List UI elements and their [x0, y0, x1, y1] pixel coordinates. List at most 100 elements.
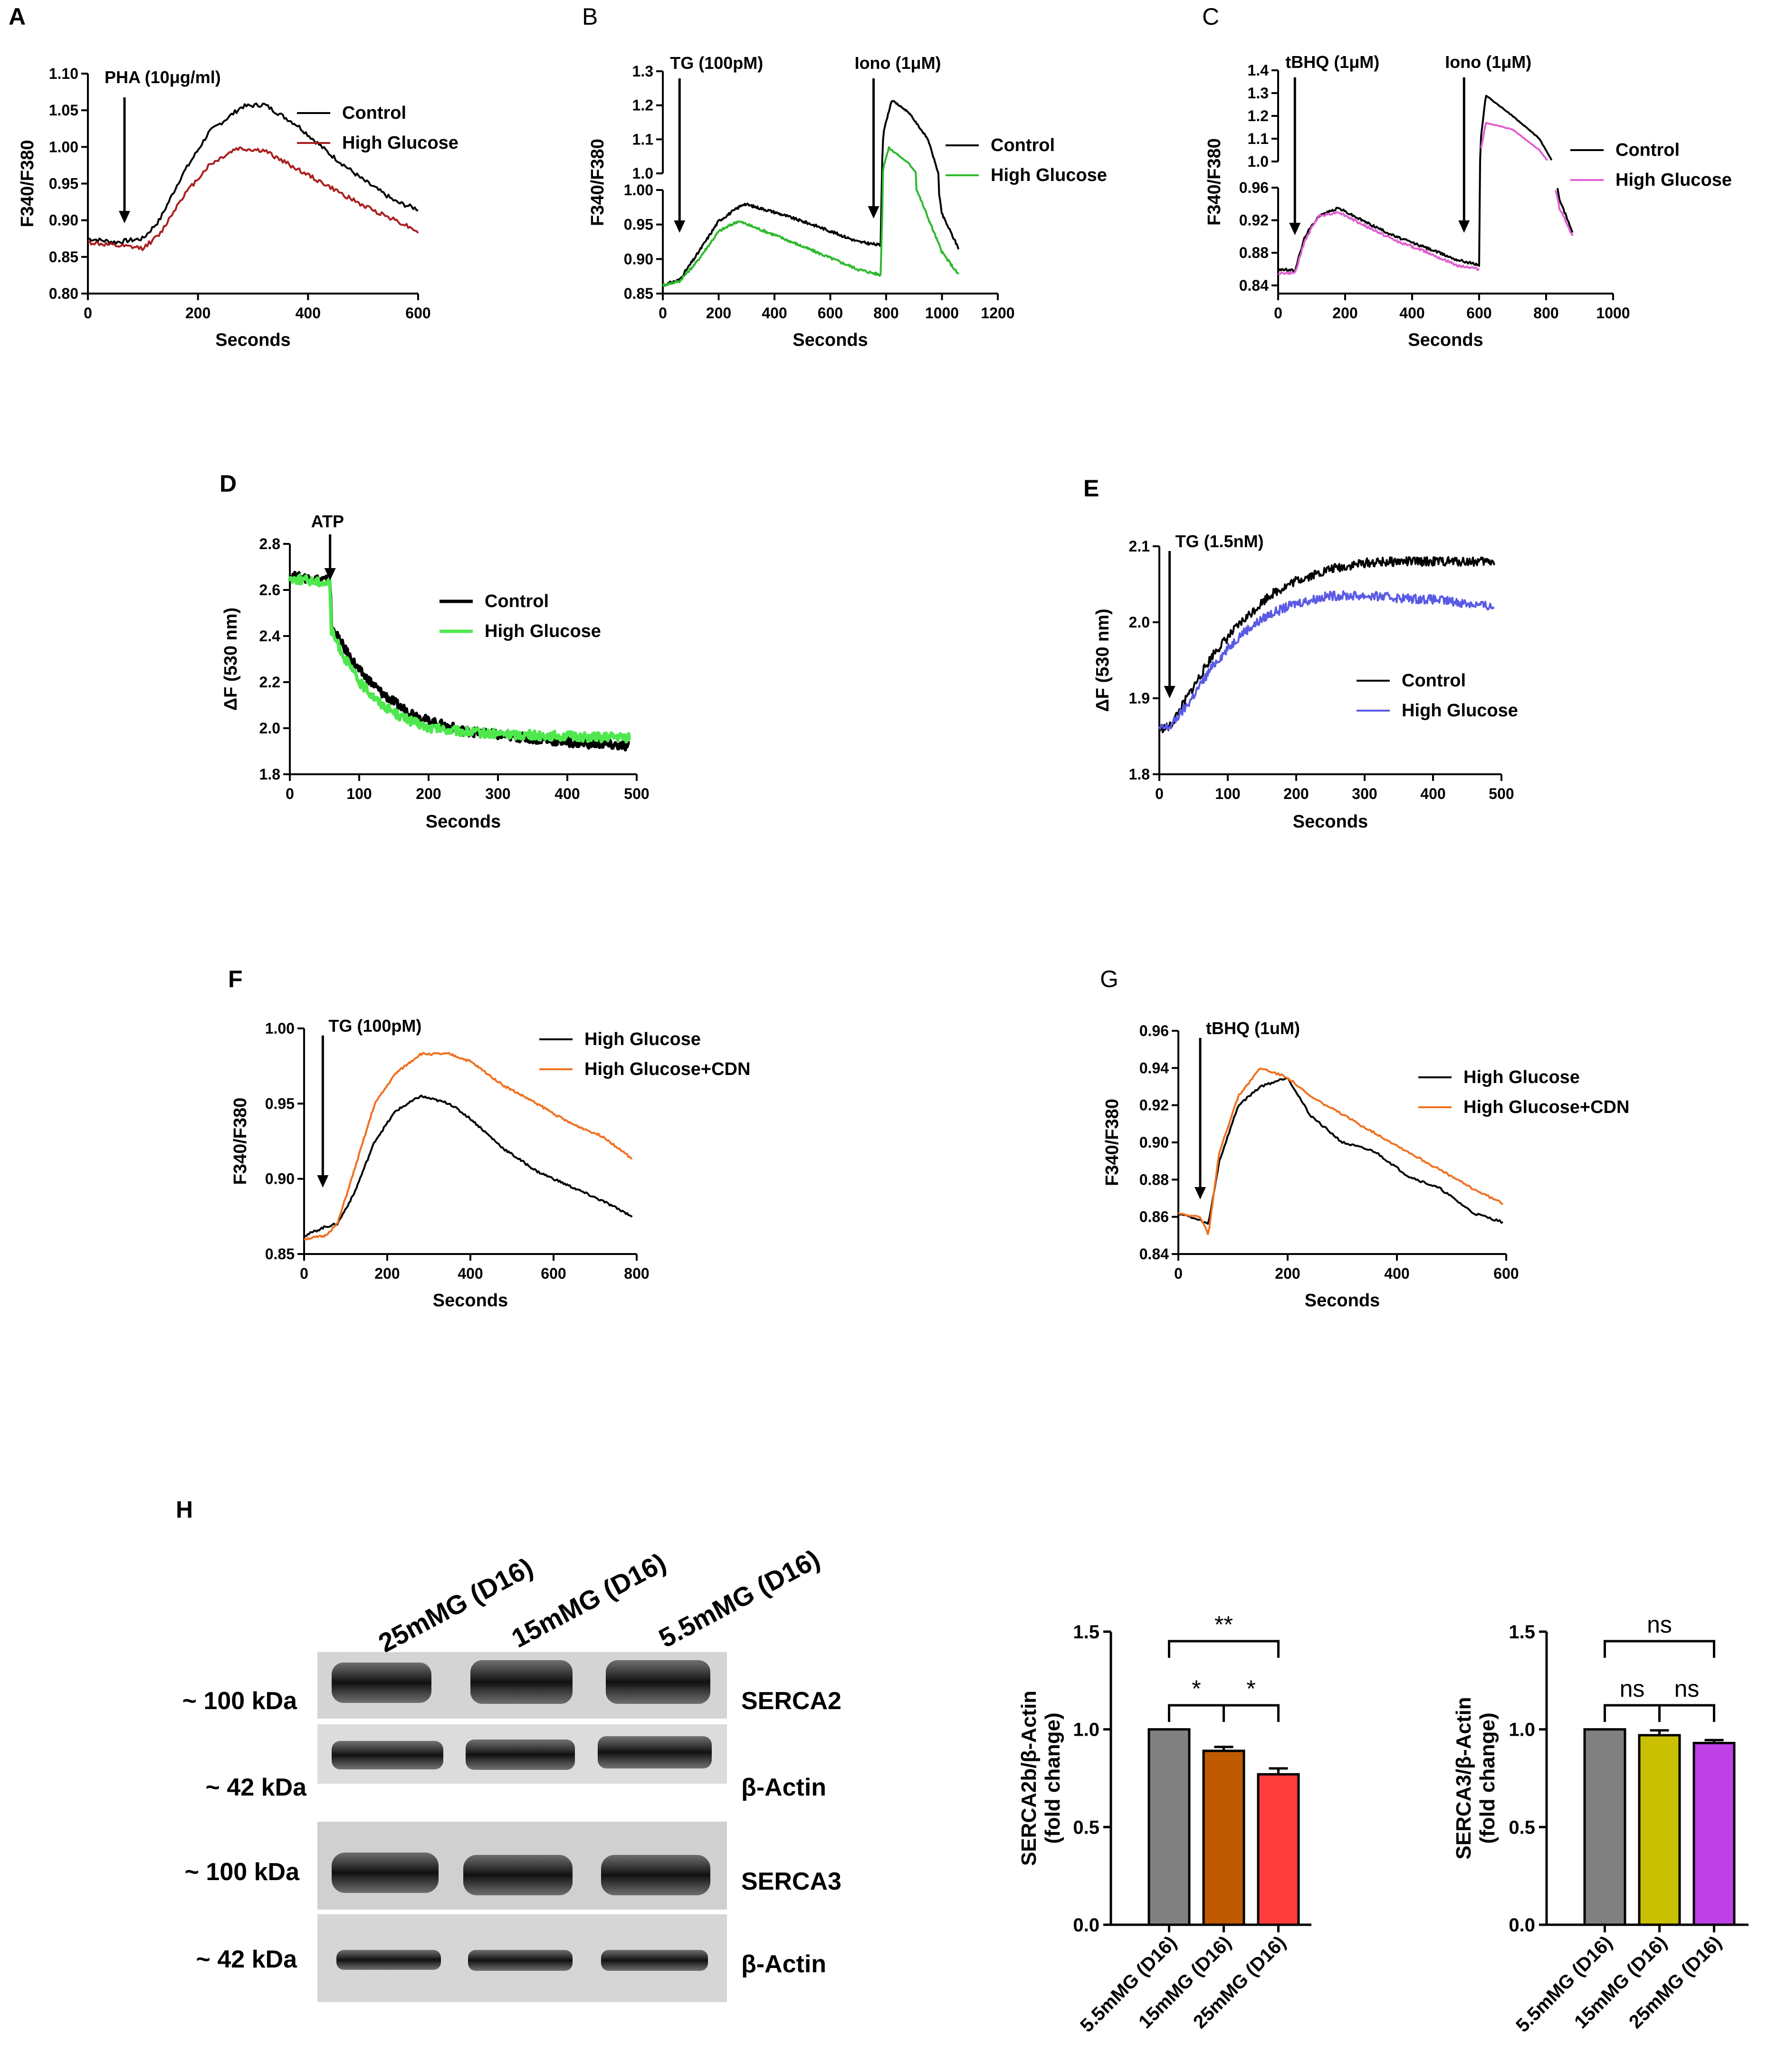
series-line — [662, 100, 960, 287]
bar — [1692, 1741, 1736, 1926]
x-tick-label: 0 — [1274, 304, 1282, 322]
y-tick-label: 1.9 — [1129, 690, 1150, 707]
x-tick-label: 600 — [818, 304, 843, 322]
size-label-serca3: ~ 100 kDa — [185, 1858, 300, 1886]
y-tick-label: 0.5 — [1509, 1817, 1535, 1838]
legend-label: High Glucose — [1615, 170, 1732, 190]
y-axis-label: SERCA2b/β-Actin(fold change) — [1017, 1691, 1064, 1866]
panel-letter-c: C — [1202, 3, 1219, 30]
panel-letter-e: E — [1083, 475, 1099, 502]
lane-label-2: 15mMG (D16) — [507, 1547, 671, 1654]
annotation-label: TG (100pM) — [328, 1016, 421, 1036]
panel-letter-b: B — [582, 3, 598, 30]
y-tick-label: 1.2 — [1248, 107, 1269, 124]
y-tick-label: 2.0 — [1129, 614, 1150, 631]
panel-letter-d: D — [220, 470, 237, 497]
y-axis-label: F340/F380 — [230, 1098, 250, 1185]
y-tick-label: 0.88 — [1239, 244, 1269, 261]
series-line — [87, 102, 419, 245]
western-blot: 25mMG (D16) 15mMG (D16) 5.5mMG (D16) ~ 1… — [182, 1544, 841, 2002]
x-tick-label: 100 — [346, 785, 372, 802]
legend-label: High Glucose+CDN — [1463, 1097, 1629, 1117]
bar — [1147, 1728, 1191, 1926]
x-tick-label: 1200 — [981, 304, 1014, 322]
band-serca3-lane1 — [332, 1853, 439, 1893]
y-tick-label: 0.85 — [265, 1245, 295, 1263]
x-tick-label: 100 — [1215, 785, 1240, 802]
legend-label: Control — [485, 591, 549, 611]
series-line — [1277, 95, 1574, 273]
x-tick-label: 600 — [405, 304, 430, 322]
legend-label: Control — [342, 103, 406, 123]
y-tick-label: 1.3 — [632, 63, 653, 80]
y-tick-label: 0.86 — [1139, 1208, 1169, 1226]
y-tick-label: 1.00 — [624, 181, 653, 199]
bar — [1257, 1773, 1300, 1926]
legend-label: High Glucose — [485, 621, 601, 641]
x-tick-label: 5.5mMG (D16) — [1512, 1932, 1616, 2036]
y-axis-label: SERCA3/β-Actin(fold change) — [1452, 1697, 1499, 1859]
lane-label-1: 25mMG (D16) — [373, 1552, 538, 1658]
chart-f: 0.85 0.90 0.95 1.00 0 200 400 600 800 Seconds F340… — [230, 1016, 750, 1311]
y-tick-label: 2.0 — [259, 720, 280, 737]
x-tick-label: 300 — [485, 785, 510, 802]
y-tick-label: 1.2 — [632, 97, 653, 114]
chart-a: 0.80 0.85 0.90 0.95 1.00 1.05 1.10 0 200 400 600 Se… — [18, 65, 459, 350]
x-tick-label: 600 — [1466, 304, 1491, 322]
bar — [1202, 1749, 1245, 1926]
x-tick-label: 500 — [1489, 785, 1514, 802]
series-line — [303, 1094, 633, 1238]
annotation-label: tBHQ (1μM) — [1285, 52, 1379, 72]
significance-bracket — [1604, 1640, 1715, 1658]
x-tick-label: 200 — [1283, 785, 1309, 802]
y-tick-label: 1.1 — [1248, 130, 1269, 147]
y-tick-label: 0.92 — [1239, 212, 1269, 229]
band-serca3-lane2 — [463, 1855, 573, 1895]
x-tick-label: 200 — [374, 1265, 400, 1282]
bar — [1583, 1728, 1626, 1926]
annotation-arrow-head — [324, 568, 336, 580]
x-tick-label: 0 — [1174, 1265, 1183, 1282]
y-tick-label: 0.95 — [624, 216, 653, 233]
lane-label-3: 5.5mMG (D16) — [654, 1544, 824, 1654]
x-tick-label: 500 — [624, 785, 649, 802]
x-tick-label: 25mMG (D16) — [1189, 1932, 1290, 2033]
y-tick-label: 0.92 — [1139, 1097, 1169, 1114]
x-tick-label: 400 — [1384, 1265, 1409, 1282]
annotation-label: TG (1.5nM) — [1175, 532, 1264, 551]
x-tick-label: 0 — [1155, 785, 1164, 802]
annotation-label: Iono (1μM) — [855, 53, 941, 73]
y-tick-label: 0.90 — [49, 212, 78, 229]
legend-label: High Glucose — [342, 133, 459, 153]
x-tick-label: 600 — [1493, 1265, 1519, 1282]
series-line — [288, 570, 631, 751]
y-tick-label: 1.0 — [632, 165, 653, 182]
x-tick-label: 5.5mMG (D16) — [1076, 1932, 1181, 2036]
x-tick-label: 1000 — [925, 304, 959, 322]
y-tick-label: 0.90 — [265, 1170, 295, 1188]
x-tick-label: 15mMG (D16) — [1570, 1932, 1671, 2033]
legend-label: High Glucose+CDN — [584, 1059, 750, 1079]
x-axis-label: Seconds — [426, 812, 501, 832]
y-tick-label: 2.4 — [259, 627, 281, 645]
y-tick-label: 1.0 — [1248, 153, 1269, 170]
legend-label: High Glucose — [1463, 1067, 1580, 1087]
annotation-arrow-head — [1195, 1187, 1206, 1199]
band-serca2-lane1 — [332, 1663, 431, 1703]
chart-h-serca3-bars: 0.0 0.5 1.0 1.5 SERCA3/β-Actin(fold change) 5… — [1452, 1611, 1749, 2036]
chart-d: 1.8 2.0 2.2 2.4 2.6 2.8 0 100 200 300 400 500 Second… — [221, 512, 650, 832]
x-axis-label: Seconds — [433, 1291, 508, 1311]
y-tick-label: 1.10 — [49, 65, 78, 82]
x-tick-label: 0 — [300, 1265, 308, 1282]
x-tick-label: 200 — [185, 304, 210, 322]
annotation-label: TG (100pM) — [670, 53, 763, 73]
band-actin2-lane1 — [336, 1950, 441, 1970]
series-line — [1158, 556, 1495, 733]
series-line — [88, 146, 419, 251]
significance-bracket — [1604, 1704, 1661, 1722]
y-tick-label: 1.8 — [259, 766, 280, 783]
legend-label: High Glucose — [1402, 701, 1518, 721]
significance-bracket — [1168, 1640, 1280, 1658]
annotation-label: Iono (1μM) — [1445, 52, 1531, 72]
